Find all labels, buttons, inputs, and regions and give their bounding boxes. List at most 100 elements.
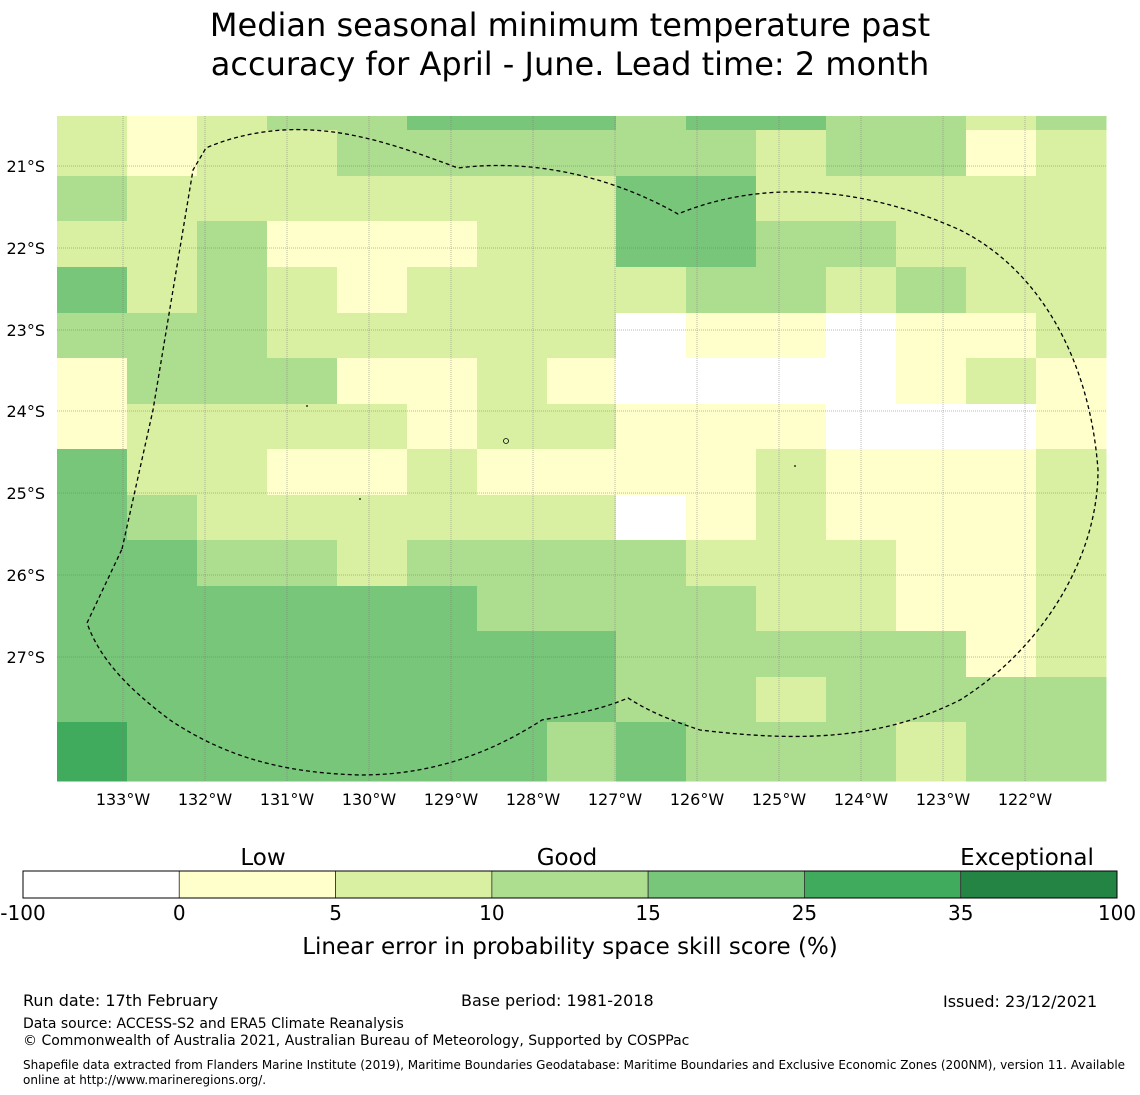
heatmap-cell xyxy=(896,176,967,222)
colorbar-segment xyxy=(491,870,649,899)
heatmap-cell xyxy=(127,677,198,723)
heatmap-cell xyxy=(57,677,128,723)
colorbar-tick-label: 15 xyxy=(635,901,660,925)
heatmap-cell xyxy=(966,586,1037,632)
heatmap-cell xyxy=(127,631,198,678)
colorbar-legend: -100 0 5 10 15 25 35 100 Low Good Exceptional Linea… xyxy=(0,845,1136,960)
heatmap-cell xyxy=(966,631,1037,678)
colorbar-tick-label: 0 xyxy=(173,901,186,925)
heatmap-cell xyxy=(547,116,617,131)
heatmap-cell xyxy=(896,677,967,723)
heatmap-cell xyxy=(966,358,1037,405)
heatmap-cell xyxy=(337,722,408,782)
latitude-labels: 21°S 22°S 23°S 24°S 25°S 26°S 27°S xyxy=(6,157,45,667)
colorbar-segment xyxy=(647,870,805,899)
heatmap-cell xyxy=(407,540,478,587)
heatmap-cell xyxy=(547,631,617,678)
heatmap-cell xyxy=(267,677,338,723)
heatmap-cell xyxy=(547,176,617,222)
heatmap-cell xyxy=(756,176,827,222)
heatmap-cell xyxy=(616,176,687,222)
longitude-tick-label: 133°W xyxy=(96,790,151,809)
colorbar-tick-label: 25 xyxy=(792,901,817,925)
heatmap-cell xyxy=(616,130,687,177)
heatmap-cell xyxy=(337,677,408,723)
heatmap-cell xyxy=(896,586,967,632)
longitude-tick-label: 128°W xyxy=(506,790,561,809)
heatmap-cell xyxy=(127,404,198,450)
heatmap-cell xyxy=(407,358,478,405)
heatmap-cell xyxy=(547,221,617,268)
heatmap-cells xyxy=(57,116,1107,782)
heatmap-cell xyxy=(337,130,408,177)
heatmap-cell xyxy=(267,540,338,587)
heatmap-cell xyxy=(966,116,1037,131)
heatmap-cell xyxy=(826,116,897,131)
heatmap-cell xyxy=(686,116,757,131)
heatmap-cell xyxy=(616,631,687,678)
longitude-tick-label: 131°W xyxy=(260,790,315,809)
longitude-tick-label: 129°W xyxy=(424,790,479,809)
heatmap-cell xyxy=(127,313,198,359)
colorbar-tick-label: 100 xyxy=(1098,901,1136,925)
heatmap-cell xyxy=(756,495,827,541)
heatmap-cell xyxy=(896,267,967,314)
heatmap-cell xyxy=(267,495,338,541)
heatmap-cell xyxy=(686,631,757,678)
heatmap-cell xyxy=(966,495,1037,541)
heatmap-cell xyxy=(826,677,897,723)
heatmap-cell xyxy=(267,631,338,678)
heatmap-cell xyxy=(686,677,757,723)
heatmap-cell xyxy=(337,221,408,268)
heatmap-cell xyxy=(966,130,1037,177)
heatmap-cell xyxy=(337,495,408,541)
heatmap-cell xyxy=(267,116,338,131)
heatmap-cell xyxy=(57,586,128,632)
base-period: Base period: 1981-2018 xyxy=(461,991,654,1010)
shapefile-credit: Shapefile data extracted from Flanders M… xyxy=(23,1058,1126,1087)
heatmap-cell xyxy=(896,313,967,359)
copyright: © Commonwealth of Australia 2021, Austra… xyxy=(23,1033,690,1049)
heatmap-cell xyxy=(407,404,478,450)
heatmap-cell xyxy=(1036,540,1107,587)
heatmap-cell xyxy=(547,722,617,782)
heatmap-cell xyxy=(1036,116,1107,131)
heatmap-cell xyxy=(337,116,408,131)
longitude-tick-label: 130°W xyxy=(342,790,397,809)
heatmap-cell xyxy=(616,449,687,496)
heatmap-cell xyxy=(57,449,128,496)
longitude-tick-label: 125°W xyxy=(752,790,807,809)
graticule xyxy=(57,116,1106,781)
heatmap-cell xyxy=(547,313,617,359)
heatmap-cell xyxy=(756,267,827,314)
heatmap-cell xyxy=(896,116,967,131)
heatmap-cell xyxy=(57,116,128,131)
colorbar-segment xyxy=(960,870,1118,899)
latitude-tick-label: 27°S xyxy=(6,648,45,667)
heatmap-cell xyxy=(1036,722,1107,782)
heatmap-cell xyxy=(267,313,338,359)
heatmap-cell xyxy=(337,449,408,496)
eez-boundary xyxy=(86,128,1099,776)
heatmap-cell xyxy=(477,267,548,314)
heatmap-cell xyxy=(686,358,757,405)
island-marker xyxy=(359,498,361,500)
heatmap-cell xyxy=(197,540,268,587)
island-marker xyxy=(306,405,308,407)
heatmap-cell xyxy=(1036,631,1107,678)
colorbar-category-label: Good xyxy=(537,845,598,871)
heatmap-cell xyxy=(547,267,617,314)
heatmap-cell xyxy=(896,722,967,782)
heatmap-cell xyxy=(1036,130,1107,177)
heatmap-cell xyxy=(547,586,617,632)
heatmap-cell xyxy=(57,267,128,314)
heatmap-cell xyxy=(547,677,617,723)
latitude-tick-label: 26°S xyxy=(6,566,45,585)
heatmap-cell xyxy=(616,404,687,450)
heatmap-cell xyxy=(407,586,478,632)
heatmap-cell xyxy=(267,176,338,222)
heatmap-cell xyxy=(547,358,617,405)
heatmap-cell xyxy=(127,130,198,177)
heatmap-cell xyxy=(547,404,617,450)
